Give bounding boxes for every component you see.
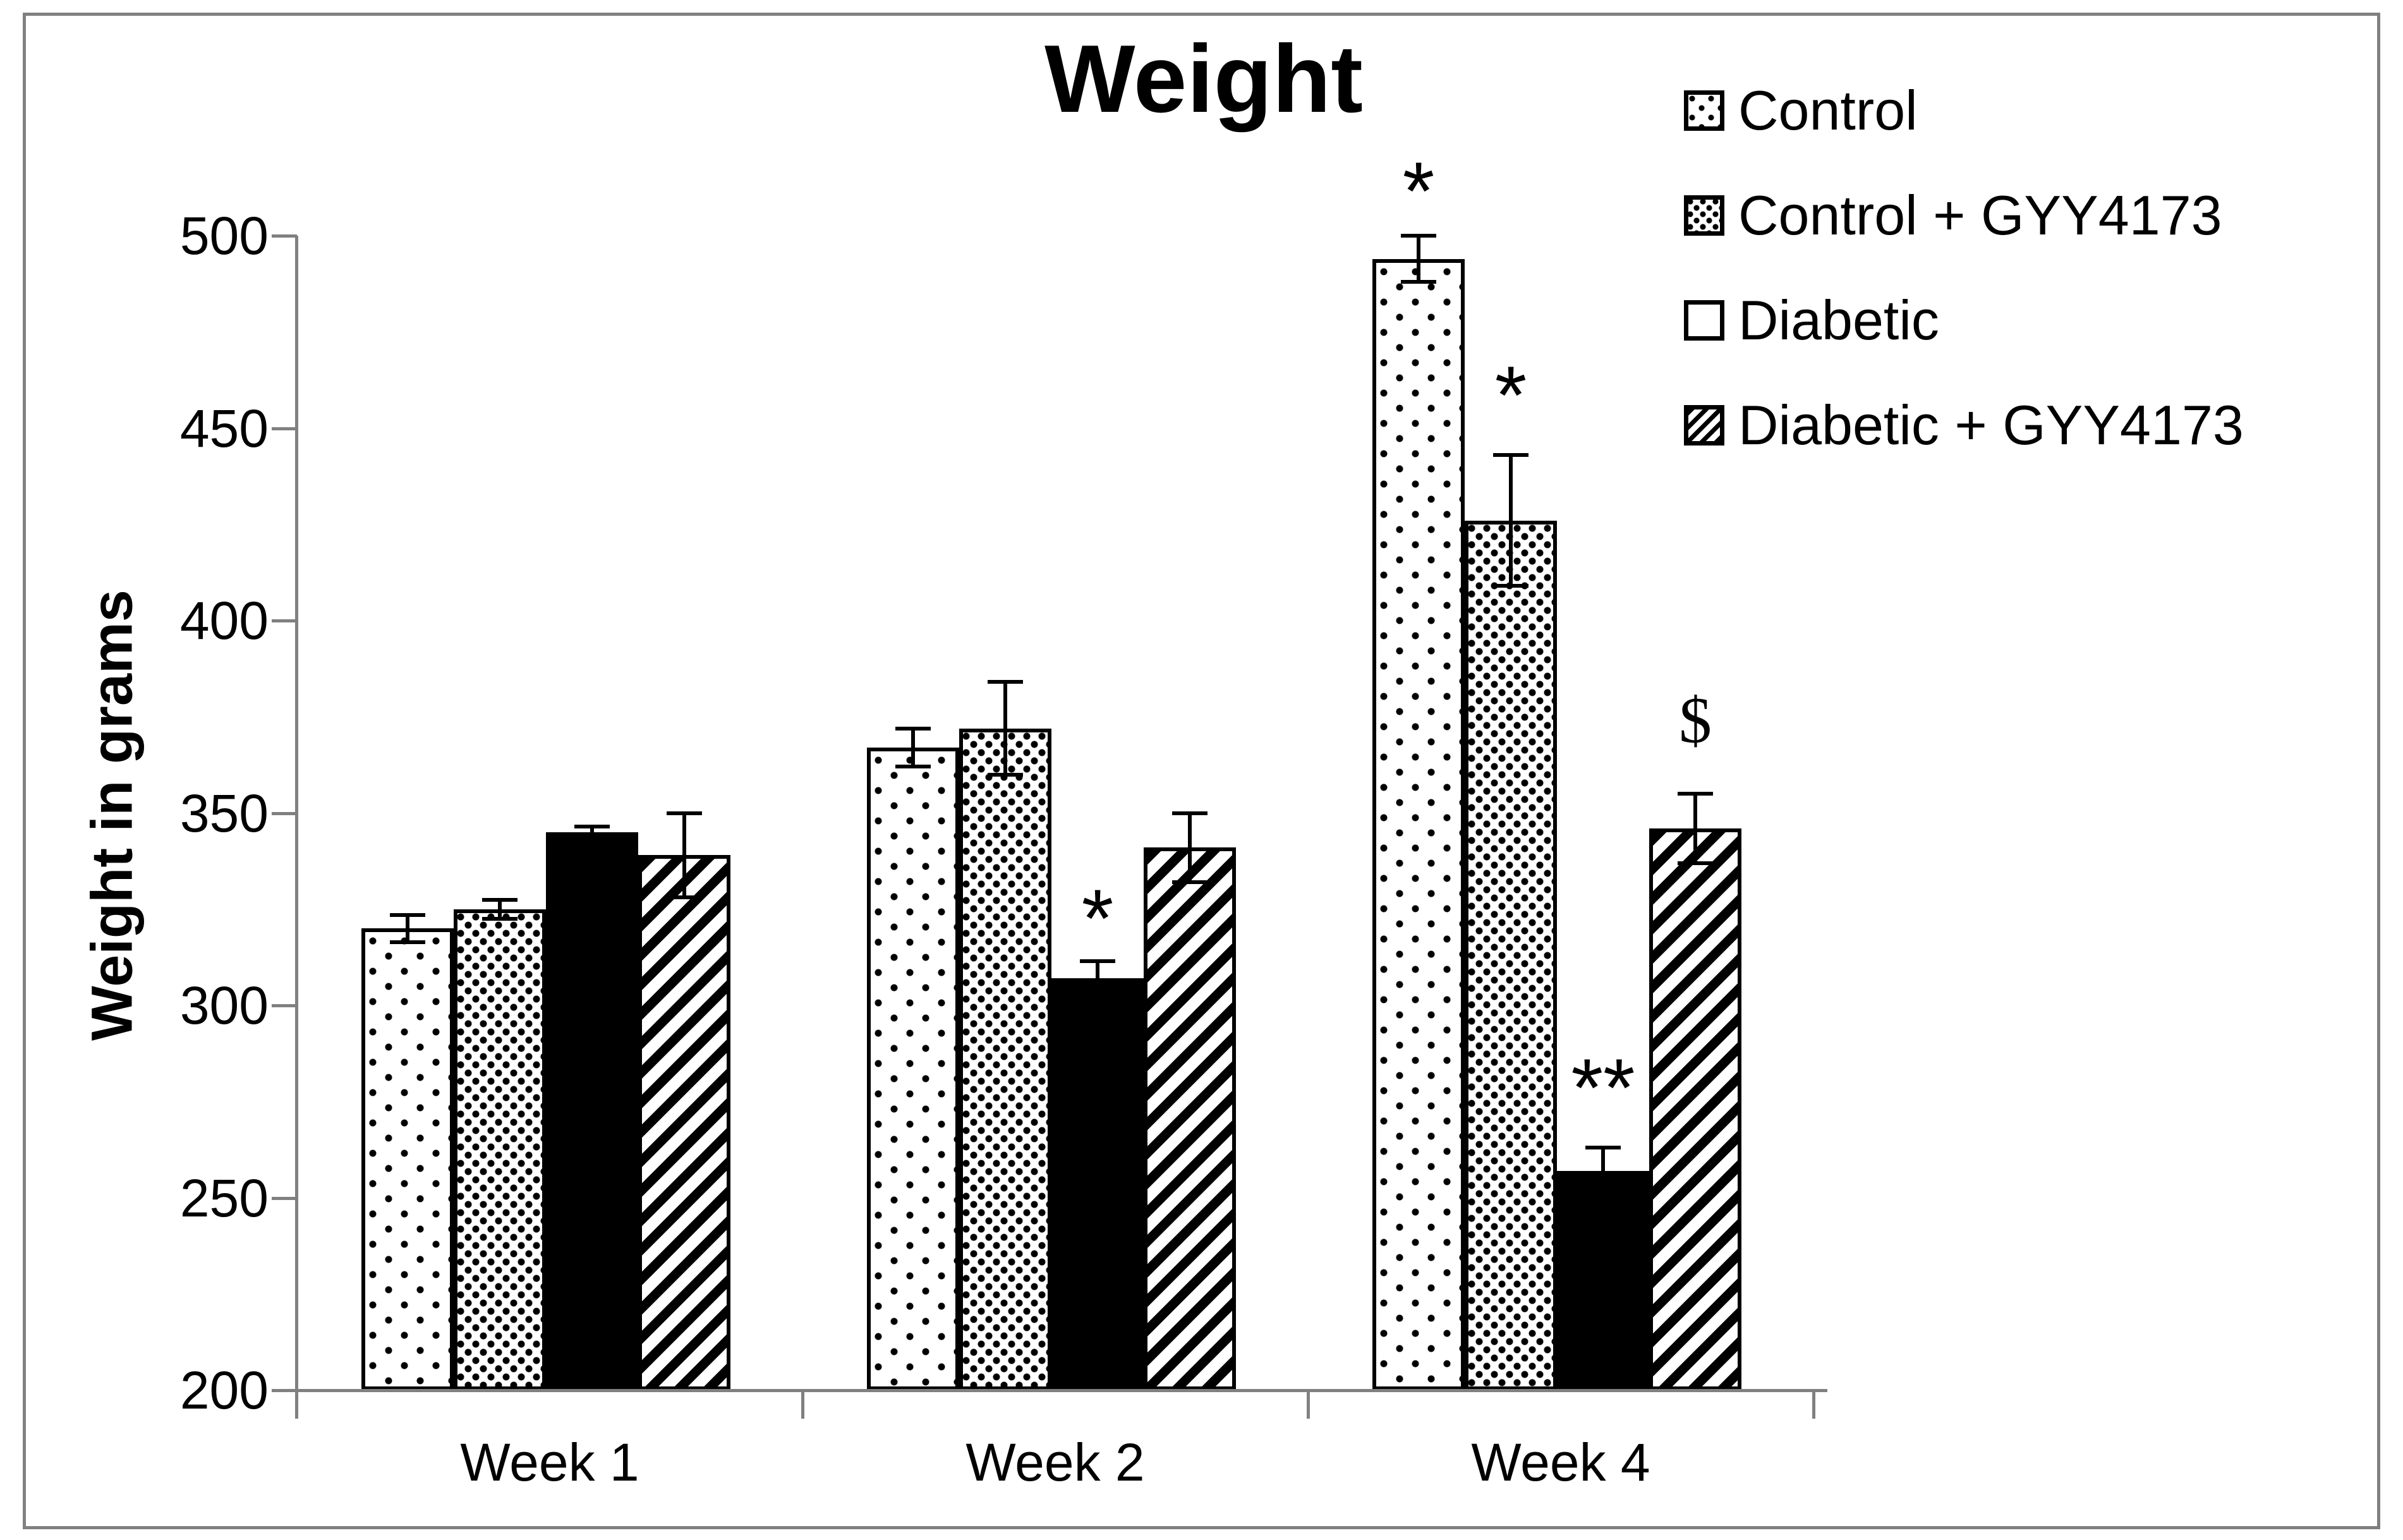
error-bar-cap-top [1080, 959, 1115, 963]
error-bar-cap-top [1585, 1146, 1621, 1150]
bar-week-2-diabetic [1051, 978, 1144, 1390]
error-bar-line [1601, 1148, 1605, 1194]
y-tick-label: 200 [179, 1361, 269, 1420]
error-bar-cap-top [895, 726, 931, 731]
x-tick-label-week-1: Week 1 [460, 1433, 639, 1492]
error-bar-line [682, 813, 686, 898]
bar-week-4-diabetic-gyy4173 [1649, 828, 1741, 1390]
bar-week-1-diabetic-gyy4173 [638, 855, 730, 1390]
figure-border [23, 13, 2380, 1529]
x-category-boundary-tick [801, 1390, 804, 1419]
error-bar-line [1003, 682, 1007, 775]
error-bar-line [590, 826, 594, 839]
legend-label: Diabetic + GYY4173 [1738, 394, 2244, 456]
error-bar-cap-bottom [482, 916, 518, 921]
bar-week-4-control [1372, 258, 1465, 1390]
error-bar-cap-top [667, 811, 702, 815]
error-bar-cap-top [574, 824, 610, 828]
error-bar-cap-bottom [988, 772, 1023, 777]
error-bar-cap-top [482, 897, 518, 902]
x-tick-label-week-2: Week 2 [965, 1433, 1145, 1492]
x-category-boundary-tick [1307, 1390, 1310, 1419]
legend-item-diabetic: Diabetic [1684, 286, 1939, 355]
bar-week-1-control [361, 928, 454, 1390]
legend-item-diabetic-gyy4173: Diabetic + GYY4173 [1684, 391, 2244, 460]
bar-week-1-diabetic [546, 832, 638, 1390]
error-bar-cap-top [1493, 453, 1528, 458]
y-tick-mark [272, 1004, 297, 1007]
y-tick-mark [272, 234, 297, 238]
x-axis-line [272, 1389, 1827, 1392]
error-bar-line [498, 899, 502, 919]
legend-marker-dots-sparse-icon [1684, 90, 1724, 131]
error-bar-cap-top [390, 912, 425, 917]
error-bar-cap-bottom [895, 765, 931, 769]
significance-annotation: * [1402, 145, 1435, 238]
y-tick-label: 300 [179, 976, 269, 1035]
error-bar-line [1509, 455, 1513, 586]
error-bar-cap-top [1172, 811, 1208, 815]
y-tick-label: 400 [179, 591, 269, 650]
error-bar-line [1096, 961, 1099, 996]
x-category-boundary-tick [1812, 1390, 1815, 1419]
bar-week-2-control [867, 747, 959, 1390]
bar-week-2-diabetic-gyy4173 [1144, 847, 1236, 1390]
y-tick-mark [272, 1196, 297, 1200]
bar-week-1-control-gyy4173 [454, 909, 546, 1390]
y-tick-label: 500 [179, 206, 269, 265]
error-bar-line [1693, 794, 1697, 863]
legend-marker-solid-icon [1684, 300, 1724, 341]
error-bar-cap-bottom [1493, 584, 1528, 588]
error-bar-cap-bottom [1585, 1192, 1621, 1196]
legend-label: Control [1738, 79, 1918, 142]
y-tick-label: 250 [179, 1168, 269, 1228]
error-bar-cap-bottom [667, 895, 702, 900]
bar-week-4-control-gyy4173 [1465, 520, 1557, 1390]
y-axis-line [295, 236, 298, 1419]
error-bar-cap-bottom [574, 836, 610, 840]
error-bar-cap-bottom [390, 940, 425, 944]
legend-label: Control + GYY4173 [1738, 184, 2222, 246]
error-bar-line [1188, 813, 1192, 883]
error-bar-cap-bottom [1172, 880, 1208, 885]
error-bar-line [1417, 236, 1420, 282]
bar-week-4-diabetic [1557, 1170, 1649, 1390]
chart-title: Weight [1044, 25, 1363, 133]
x-tick-label-week-4: Week 4 [1471, 1433, 1650, 1492]
error-bar-cap-top [1401, 234, 1436, 238]
y-tick-mark [272, 619, 297, 622]
error-bar-line [406, 914, 409, 942]
error-bar-cap-top [1678, 792, 1713, 796]
error-bar-cap-bottom [1080, 993, 1115, 998]
legend-label: Diabetic [1738, 289, 1939, 351]
legend-item-control-gyy4173: Control + GYY4173 [1684, 181, 2222, 250]
y-tick-mark [272, 427, 297, 430]
significance-annotation: $ [1679, 684, 1712, 757]
y-tick-label: 450 [179, 398, 269, 458]
error-bar-cap-bottom [1678, 861, 1713, 865]
y-tick-mark [272, 811, 297, 815]
bar-week-2-control-gyy4173 [959, 728, 1051, 1390]
significance-annotation: * [1081, 872, 1114, 965]
significance-annotation: * [1494, 349, 1527, 442]
y-tick-label: 350 [179, 783, 269, 843]
significance-annotation: ** [1571, 1041, 1635, 1134]
error-bar-line [911, 728, 915, 767]
legend-marker-hatch-icon [1684, 405, 1724, 446]
error-bar-cap-top [988, 680, 1023, 684]
error-bar-cap-bottom [1401, 280, 1436, 284]
legend-item-control: Control [1684, 76, 1918, 145]
legend-marker-dots-dense-icon [1684, 195, 1724, 236]
